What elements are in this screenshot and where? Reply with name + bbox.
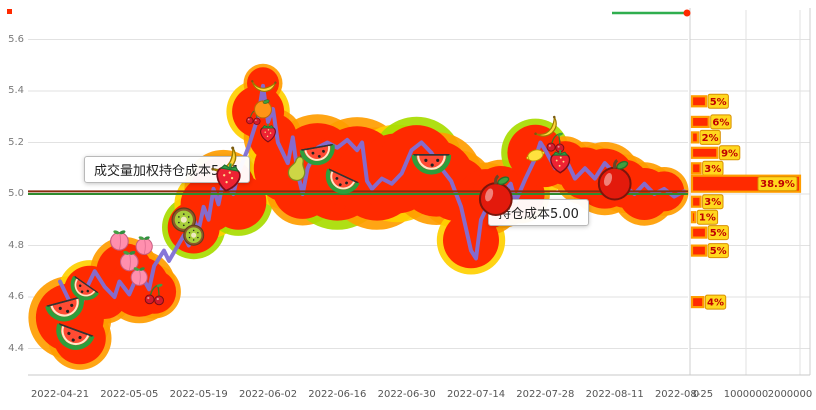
x-axis-date-label: 2022-05-19	[169, 389, 228, 400]
x-axis-date-label: 2022-06-30	[377, 389, 436, 400]
volume-bar-label: 5%	[710, 228, 727, 239]
volume-bar-label: 2%	[702, 133, 719, 144]
volume-bar-label-chip	[757, 176, 798, 192]
y-axis-label: 4.8	[8, 239, 24, 251]
volume-bar-label-chip	[702, 194, 724, 210]
corner-marker-dot	[7, 9, 12, 14]
volume-profile-bar[interactable]	[690, 244, 708, 257]
volume-bar-label-chip	[707, 243, 729, 259]
volume-bar-label: 38.9%	[760, 179, 795, 190]
x-axis-date-label: 2022-08-25	[654, 389, 714, 400]
x-axis-date-label: 2022-06-16	[308, 389, 367, 400]
volume-bar-label-chip	[707, 93, 729, 109]
volume-bar-label-chip	[696, 209, 719, 225]
y-axis-label: 5.4	[8, 85, 24, 96]
volume-profile-bar[interactable]	[690, 115, 710, 129]
volume-profile-bar[interactable]	[690, 146, 719, 159]
y-axis-label: 5.6	[8, 33, 24, 45]
volume-bar-label-chip	[710, 114, 732, 130]
volume-bubble	[53, 312, 106, 365]
top-marker-dot	[683, 9, 691, 17]
x-axis-date-label: 2022-05-05	[100, 389, 159, 400]
volume-bar-label-chip	[707, 225, 729, 241]
volume-profile-bar[interactable]	[690, 226, 708, 239]
volume-bar-label: 6%	[712, 117, 729, 128]
y-axis-label: 4.4	[8, 342, 24, 354]
volume-profile-bar[interactable]	[690, 195, 702, 208]
volume-profile-bar[interactable]	[690, 95, 708, 108]
y-axis-label: 5.0	[8, 188, 24, 199]
volume-axis-label: 1000000	[723, 389, 769, 400]
volume-bar-label: 5%	[710, 246, 727, 257]
volume-profile-bar[interactable]	[690, 162, 702, 175]
volume-bar-label: 3%	[704, 164, 721, 175]
x-axis-date-label: 2022-07-28	[516, 389, 575, 400]
x-axis-date-label: 2022-08-11	[585, 389, 644, 400]
vwap-cost-tooltip: 成交量加权持仓成本5.01	[84, 156, 250, 183]
volume-profile-bar[interactable]	[690, 211, 697, 224]
volume-profile-bar[interactable]	[690, 296, 705, 309]
volume-bar-label-chip	[699, 129, 721, 145]
volume-bar-label: 5%	[710, 97, 727, 108]
volume-bar-label: 9%	[721, 148, 738, 159]
y-axis-label: 5.2	[8, 136, 24, 148]
volume-bar-label-chip	[718, 145, 741, 161]
x-axis-date-label: 2022-06-02	[238, 389, 298, 400]
holding-cost-tooltip: 持仓成本5.00	[488, 199, 589, 226]
x-axis-date-label: 2022-07-14	[446, 389, 506, 400]
volume-profile-bar[interactable]	[690, 131, 700, 144]
y-axis-label: 4.6	[8, 291, 24, 302]
volume-bar-label: 3%	[704, 197, 721, 208]
x-axis-date-label: 2022-04-21	[30, 389, 90, 400]
volume-bar-label: 4%	[707, 298, 724, 309]
volume-axis-label: 2000000	[767, 389, 813, 400]
volume-axis-label: 0	[692, 389, 700, 400]
volume-bar-label-chip	[704, 294, 727, 310]
volume-bar-label: 1%	[699, 213, 716, 224]
